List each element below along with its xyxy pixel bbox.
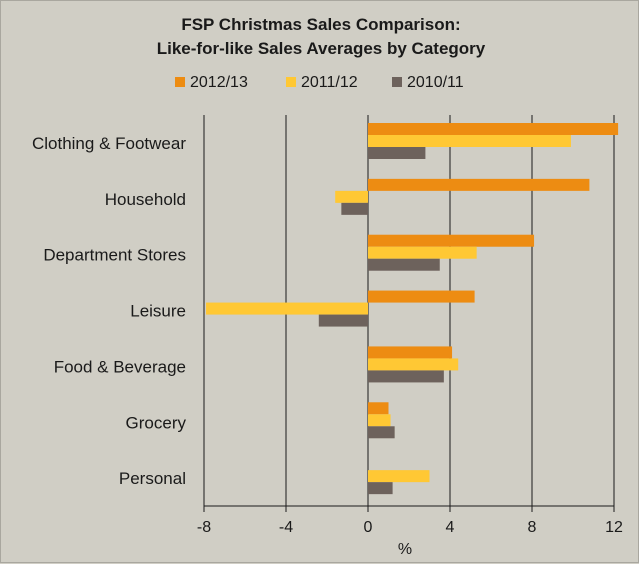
x-tick-label: 0	[364, 519, 373, 536]
x-tick-label: -4	[279, 519, 293, 536]
bar-2010-11	[368, 147, 426, 159]
x-tick-label: 4	[446, 519, 455, 536]
bar-2010-11	[341, 202, 368, 215]
bars	[206, 123, 619, 495]
bar-2012-13	[368, 290, 475, 303]
x-tick-label: 12	[605, 519, 623, 536]
category-label: Food & Beverage	[54, 357, 186, 376]
category-labels: Clothing & Footwear Household Department S…	[32, 134, 187, 488]
legend-label: 2010/11	[407, 74, 464, 91]
chart-title: FSP Christmas Sales Comparison:	[181, 15, 460, 34]
x-axis-title: %	[398, 541, 412, 558]
bar-2010-11	[368, 426, 395, 439]
bar-2011-12	[368, 470, 430, 483]
bar-2011-12	[335, 190, 368, 203]
category-label: Personal	[119, 469, 186, 488]
bar-2012-13	[368, 234, 535, 247]
legend-label: 2011/12	[301, 74, 358, 91]
legend-swatch	[286, 77, 296, 87]
x-tick-label: -8	[197, 519, 211, 536]
bar-2012-13	[368, 123, 619, 135]
bar-2012-13	[368, 178, 590, 191]
bar-2010-11	[368, 482, 393, 495]
legend: 2012/13 2011/12 2010/11	[175, 74, 464, 91]
category-label: Department Stores	[43, 246, 186, 265]
bar-2010-11	[368, 258, 440, 271]
category-label: Leisure	[130, 302, 186, 321]
chart-subtitle: Like-for-like Sales Averages by Category	[157, 39, 486, 58]
category-label: Grocery	[126, 413, 187, 432]
bar-2010-11	[368, 370, 444, 383]
category-label: Household	[105, 190, 186, 209]
bar-2011-12	[368, 414, 391, 427]
legend-swatch	[175, 77, 185, 87]
bar-2011-12	[368, 246, 477, 259]
category-label: Clothing & Footwear	[32, 134, 186, 153]
x-tick-labels: -8 -4 0 4 8 12	[197, 519, 623, 536]
bar-2010-11	[318, 314, 368, 327]
legend-label: 2012/13	[190, 74, 248, 91]
legend-swatch	[392, 77, 402, 87]
bar-2011-12	[206, 302, 368, 315]
bar-2011-12	[368, 358, 459, 371]
x-tick-label: 8	[528, 519, 537, 536]
bar-2012-13	[368, 402, 389, 415]
bar-2012-13	[368, 346, 453, 359]
bar-2011-12	[368, 135, 571, 147]
